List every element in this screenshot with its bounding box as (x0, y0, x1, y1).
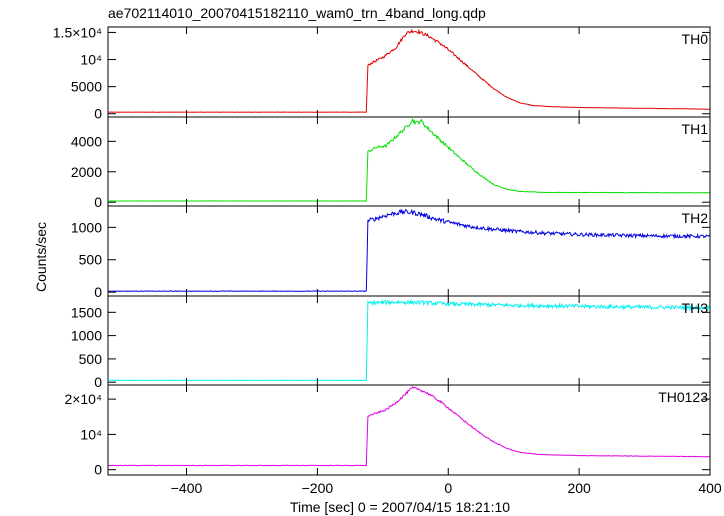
y-tick-label-TH2: 500 (79, 252, 103, 268)
panel-frame-TH2 (107, 205, 711, 297)
y-tick-label-TH1: 0 (94, 194, 102, 210)
y-tick-label-TH3: 1000 (71, 328, 102, 344)
panel-label-TH0123: TH0123 (658, 389, 708, 405)
y-tick-label-TH0: 10⁴ (80, 52, 102, 68)
chart-title: ae702114010_20070415182110_wam0_trn_4ban… (108, 5, 486, 21)
x-tick-label: 400 (698, 480, 722, 496)
panel-label-TH3: TH3 (682, 300, 709, 316)
y-tick-label-TH0: 5000 (71, 79, 102, 95)
panel-frame-TH0 (107, 26, 711, 118)
panel-label-TH0: TH0 (682, 31, 709, 47)
y-tick-label-TH2: 0 (94, 284, 102, 300)
panel-frame-TH0123 (107, 384, 711, 476)
y-tick-label-TH0123: 2×10⁴ (64, 391, 102, 407)
y-tick-label-TH0: 1.5×10⁴ (53, 24, 102, 40)
x-tick-label: −400 (171, 480, 203, 496)
y-tick-label-TH3: 500 (79, 351, 103, 367)
x-tick-label: 0 (444, 480, 452, 496)
x-axis-label: Time [sec] 0 = 2007/04/15 18:21:10 (290, 499, 510, 515)
x-tick-label: 200 (567, 480, 591, 496)
y-axis-label: Counts/sec (33, 222, 49, 292)
y-tick-label-TH0123: 10⁴ (80, 426, 102, 442)
panel-label-TH1: TH1 (682, 121, 709, 137)
series-line-TH0 (107, 28, 710, 113)
y-tick-label-TH2: 1000 (71, 219, 102, 235)
series-line-TH1 (108, 117, 710, 202)
y-tick-label-TH1: 4000 (71, 133, 102, 149)
panel-label-TH2: TH2 (682, 210, 709, 226)
x-tick-label: −200 (302, 480, 334, 496)
y-tick-label-TH0123: 0 (94, 462, 102, 478)
series-line-TH2 (107, 208, 710, 292)
panel-frame-TH3 (107, 295, 711, 386)
series-line-TH3 (107, 298, 710, 382)
y-tick-label-TH3: 1500 (71, 304, 102, 320)
y-tick-label-TH3: 0 (94, 374, 102, 390)
y-tick-label-TH1: 2000 (71, 164, 102, 180)
panels-group: TH00500010⁴1.5×10⁴TH1020004000TH20500100… (53, 24, 722, 496)
y-tick-label-TH0: 0 (94, 106, 102, 122)
series-line-TH0123 (108, 385, 710, 467)
